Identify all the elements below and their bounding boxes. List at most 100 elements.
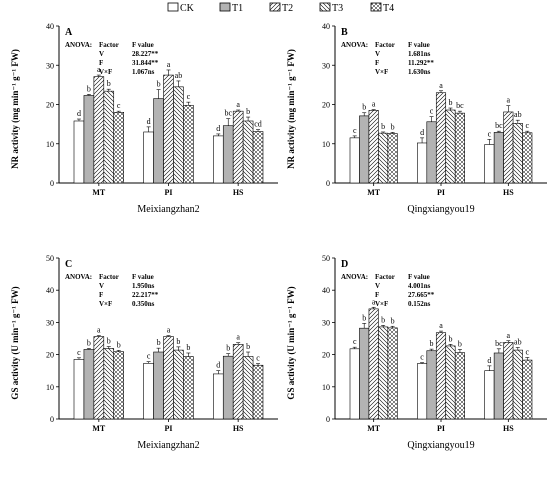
significance-letter: cd <box>254 120 262 129</box>
y-axis-label: GS activity (U min⁻¹ g⁻¹ FW) <box>286 286 296 399</box>
panel-letter: A <box>65 27 73 38</box>
y-tick-label: 40 <box>46 286 54 295</box>
x-tick-label: HS <box>233 424 244 433</box>
x-axis-label: Meixiangzhan2 <box>137 440 199 451</box>
significance-letter: bc <box>495 339 503 348</box>
panel-d: 0 10 20 30 40 50 D ANOVA: Factor F value V 4.001ns F… <box>286 254 547 451</box>
bar-ck <box>73 120 85 184</box>
bar-t4 <box>113 351 124 420</box>
significance-letter: b <box>87 338 91 347</box>
legend-swatch <box>167 2 179 12</box>
bar-ck <box>143 362 154 420</box>
significance-letter: b <box>157 80 161 89</box>
bar-t3 <box>445 109 456 184</box>
y-tick-label: 40 <box>46 22 54 31</box>
bar-t4 <box>522 132 533 184</box>
significance-letter: c <box>147 352 151 361</box>
bar-ck <box>417 142 428 184</box>
bar-t1 <box>83 95 95 184</box>
bar-t2 <box>232 110 244 184</box>
anova-value: 1.067ns <box>132 68 155 76</box>
y-tick-label: 30 <box>322 61 330 70</box>
significance-letter: bc <box>224 109 232 118</box>
anova-value-header: F value <box>132 273 154 281</box>
y-tick-label: 10 <box>322 140 330 149</box>
anova-value-header: F value <box>408 41 430 49</box>
bar-t2 <box>435 332 447 420</box>
significance-letter: b <box>87 84 91 93</box>
anova-value: 0.350ns <box>132 300 155 308</box>
significance-letter: c <box>353 126 357 135</box>
x-tick-label: MT <box>367 188 381 197</box>
significance-letter: d <box>216 361 220 370</box>
significance-letter: b <box>362 103 366 112</box>
legend-swatch <box>219 2 231 12</box>
x-tick-label: PI <box>437 424 445 433</box>
anova-table: ANOVA: Factor F value V 4.001ns F 27.665** V×F 0… <box>341 273 435 308</box>
y-tick-label: 0 <box>50 415 54 424</box>
anova-factor: F <box>99 59 103 67</box>
bar-ck <box>484 144 495 184</box>
anova-factor: F <box>375 59 379 67</box>
anova-value: 27.665** <box>408 291 435 299</box>
bar-t2 <box>503 342 514 420</box>
significance-letter: b <box>246 107 250 116</box>
legend: CK T1 T2 T3 T4 <box>167 2 394 14</box>
y-tick-label: 20 <box>46 101 54 110</box>
bar-t1 <box>222 125 234 184</box>
anova-value: 22.217** <box>132 291 159 299</box>
significance-letter: a <box>97 65 101 74</box>
significance-letter: c <box>187 92 191 101</box>
panel-letter: B <box>341 27 348 38</box>
anova-factor-header: Factor <box>99 273 119 281</box>
x-tick-label: HS <box>503 188 514 197</box>
significance-letter: c <box>353 337 357 346</box>
y-axis-label: NR activity (mg min⁻¹ g⁻¹ FW) <box>10 49 20 169</box>
y-tick-label: 30 <box>46 61 54 70</box>
x-tick-label: HS <box>503 424 514 433</box>
anova-factor: F <box>99 291 103 299</box>
significance-letter: a <box>439 321 443 330</box>
y-tick-label: 20 <box>322 351 330 360</box>
legend-label: T4 <box>383 3 394 14</box>
significance-letter: b <box>117 340 121 349</box>
bar-t1 <box>426 350 437 420</box>
significance-letter: d <box>147 117 151 126</box>
bar-t3 <box>242 120 254 184</box>
bar-t4 <box>183 104 194 184</box>
legend-entry-t1: T1 <box>219 2 243 14</box>
significance-letter: b <box>246 342 250 351</box>
bar-t3 <box>512 349 523 420</box>
significance-letter: ab <box>514 338 522 347</box>
legend-label: T3 <box>332 3 343 14</box>
significance-letter: c <box>430 107 434 116</box>
x-tick-label: PI <box>165 188 173 197</box>
bar-t2 <box>435 92 447 184</box>
bar-t4 <box>387 327 398 420</box>
bar-t1 <box>153 351 164 420</box>
significance-letter: d <box>77 109 81 118</box>
anova-table: ANOVA: Factor F value V 28.227** F 31.844** V×F… <box>65 41 159 76</box>
bar-ck <box>484 370 495 420</box>
x-axis-label: Qingxiangyou19 <box>407 204 474 215</box>
anova-value: 28.227** <box>132 50 159 58</box>
significance-letter: b <box>107 79 111 88</box>
anova-factor: V <box>375 282 380 290</box>
bar-t4 <box>252 364 264 420</box>
significance-letter: b <box>430 339 434 348</box>
bar-t3 <box>445 345 456 420</box>
panel-letter: C <box>65 259 72 270</box>
significance-letter: a <box>439 81 443 90</box>
bar-t4 <box>387 133 398 184</box>
bar-ck <box>73 359 85 420</box>
anova-title: ANOVA: <box>65 41 92 49</box>
bar-t4 <box>113 112 124 184</box>
y-tick-label: 0 <box>50 179 54 188</box>
significance-letter: a <box>236 333 240 342</box>
x-tick-label: MT <box>92 424 106 433</box>
